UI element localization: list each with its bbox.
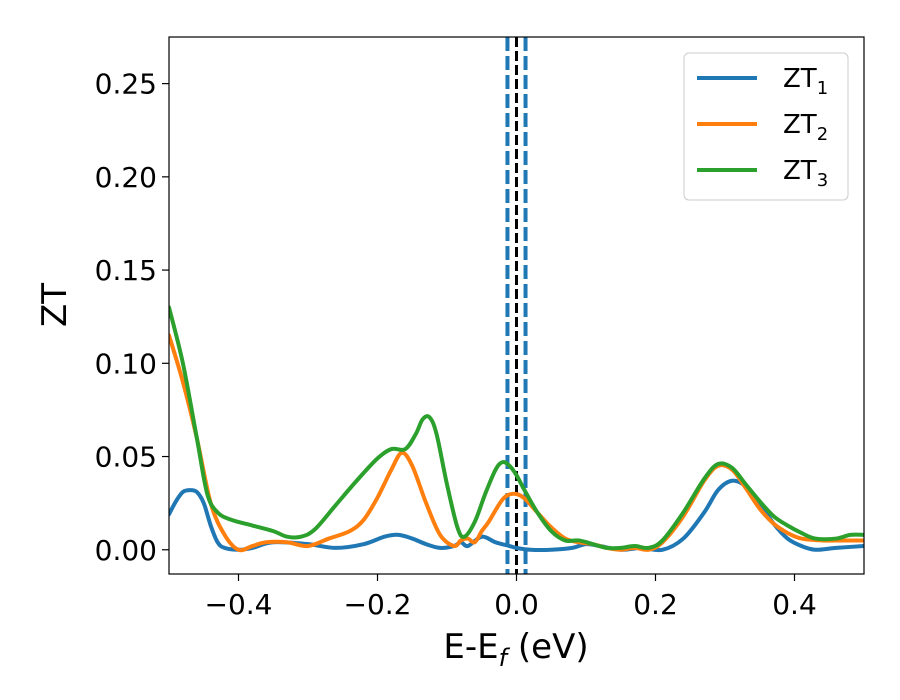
x-tick-label: −0.2 <box>344 588 412 621</box>
series-lines <box>169 305 864 553</box>
y-tick-label: 0.10 <box>95 347 157 380</box>
x-axis-title: E-Ef (eV) <box>443 627 588 672</box>
x-tick-label: 0.0 <box>494 588 539 621</box>
y-tick-label: 0.15 <box>95 254 157 287</box>
y-tick-label: 0.05 <box>95 441 157 474</box>
y-axis: 0.00 0.05 0.10 0.15 0.20 0.25 <box>95 68 169 567</box>
legend-label-zt3: ZT3 <box>783 156 828 191</box>
y-tick-label: 0.25 <box>95 68 157 101</box>
x-tick-label: −0.4 <box>205 588 273 621</box>
y-tick-label: 0.20 <box>95 161 157 194</box>
x-axis: −0.4 −0.2 0.0 0.2 0.4 <box>205 574 817 621</box>
x-tick-label: 0.2 <box>633 588 678 621</box>
series-line-zt1 <box>169 478 864 553</box>
series-line-zt3 <box>169 305 864 551</box>
reference-lines <box>505 37 528 574</box>
legend-box <box>683 52 849 201</box>
y-tick-label: 0.00 <box>95 534 157 567</box>
legend: ZT1 ZT2 ZT3 <box>683 52 849 201</box>
x-tick-label: 0.4 <box>772 588 817 621</box>
legend-label-zt1: ZT1 <box>783 64 828 99</box>
legend-label-zt2: ZT2 <box>783 110 828 145</box>
y-axis-title: ZT <box>35 283 75 327</box>
